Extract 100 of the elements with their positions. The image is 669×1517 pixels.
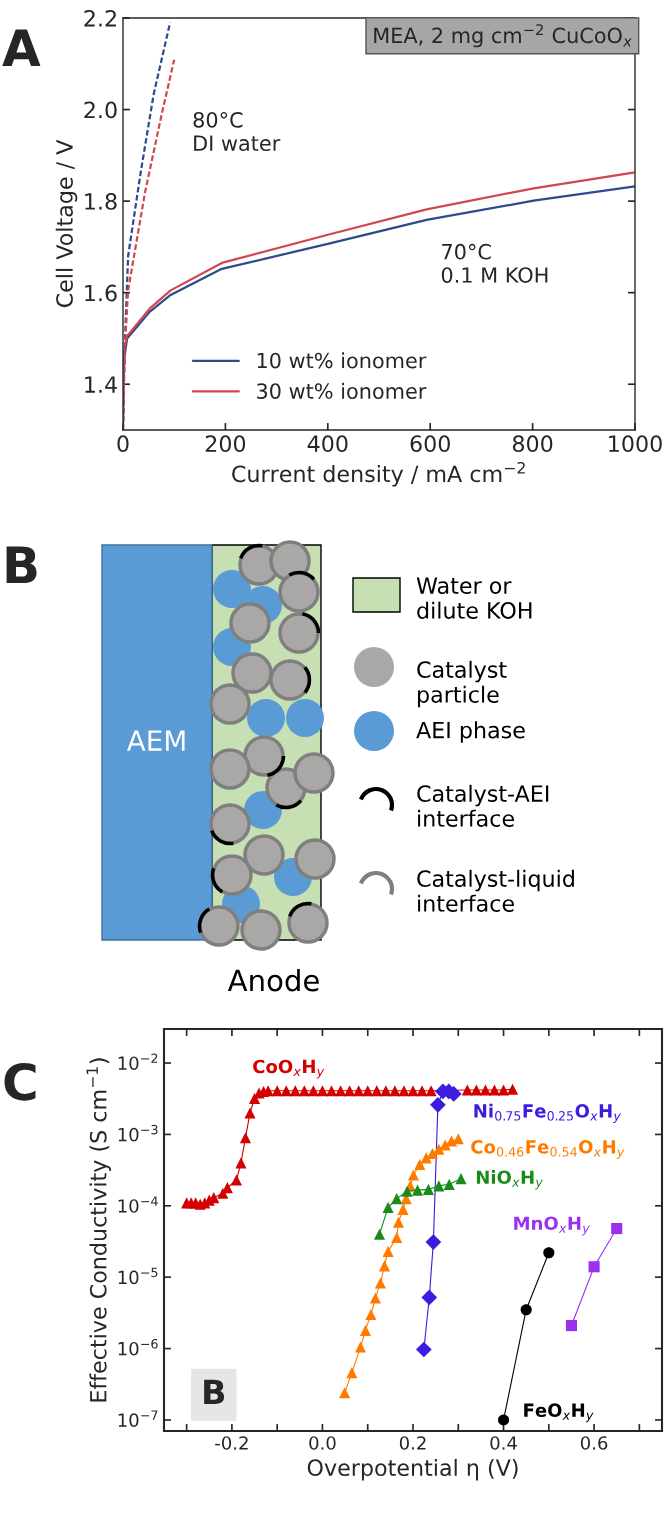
y-tick-label: 1.8 — [85, 193, 117, 210]
point — [421, 1289, 438, 1306]
point — [235, 1157, 247, 1169]
point — [407, 1169, 420, 1181]
point — [389, 1085, 401, 1097]
point — [298, 1085, 310, 1097]
point — [391, 1193, 403, 1205]
point — [271, 1085, 283, 1097]
point — [369, 1292, 381, 1304]
point — [346, 1367, 358, 1379]
point — [611, 1223, 623, 1235]
series-label: CoO$_{x}$H$_{y}$ — [253, 1059, 325, 1079]
x-tick-label: 1000 — [609, 435, 662, 453]
x-tick-label: 0.6 — [580, 1436, 608, 1450]
text: Water or dilute KOH — [416, 577, 532, 619]
x-tick-label: 800 — [512, 435, 553, 453]
point — [230, 1174, 242, 1186]
point — [373, 1228, 386, 1240]
text: Catalyst-liquid interface — [417, 869, 574, 912]
y-axis-title: Cell Voltage / V — [55, 139, 78, 308]
point — [344, 1085, 356, 1097]
annotation: 70°C 0.1 M KOH — [441, 243, 548, 283]
y-tick-label: 2.2 — [84, 9, 116, 27]
point — [461, 1084, 473, 1096]
point — [422, 1183, 434, 1195]
y-tick-label: 10$^{−2}$ — [118, 1053, 158, 1071]
point — [353, 1085, 365, 1097]
x-tick-label: 0 — [117, 435, 129, 453]
annotation: 80°C DI water — [193, 111, 281, 152]
point — [365, 1308, 377, 1321]
point — [488, 1084, 501, 1096]
point — [380, 1085, 392, 1097]
point — [382, 1245, 394, 1257]
series-label: FeO$_{x}$H$_{y}$ — [524, 1403, 594, 1423]
point — [497, 1414, 510, 1426]
text: Catalyst particle — [417, 660, 507, 708]
point — [411, 1184, 424, 1196]
y-tick-label: 10$^{−3}$ — [118, 1124, 158, 1142]
x-tick-label: 200 — [205, 435, 246, 453]
y-tick-label: 10$^{−4}$ — [118, 1196, 158, 1213]
text: Anode — [227, 968, 319, 992]
x-tick-label: -0.2 — [215, 1436, 248, 1450]
point — [392, 1216, 405, 1228]
annotation: MEA, 2 mg cm$^{−2}$ CuCoO$_{x}$ — [374, 24, 632, 48]
legend-label: 10 wt% ionomer — [257, 352, 427, 369]
point — [382, 1201, 394, 1213]
point — [397, 1203, 409, 1215]
point — [425, 1085, 437, 1097]
point — [433, 1143, 445, 1155]
point — [588, 1261, 600, 1273]
y-axis-title: Effective Conductivity (S cm$^{−1}$) — [86, 1058, 111, 1402]
point — [244, 1107, 256, 1119]
point — [374, 1277, 386, 1289]
point — [414, 1158, 426, 1170]
y-tick-label: 1.6 — [85, 284, 117, 302]
x-axis-title: Overpotential η (V) — [307, 1458, 518, 1481]
point — [339, 1387, 351, 1399]
legend-label: 30 wt% ionomer — [257, 382, 427, 399]
point — [416, 1085, 428, 1097]
point — [398, 1085, 410, 1097]
series-label: Ni$_{0.75}$Fe$_{0.25}$O$_{x}$H$_{y}$ — [474, 1103, 621, 1124]
text: Catalyst-AEI interface — [417, 784, 549, 827]
y-tick-label: 1.4 — [85, 376, 117, 393]
x-tick-label: 400 — [307, 435, 348, 453]
point — [316, 1085, 329, 1097]
point — [378, 1260, 391, 1272]
x-tick-label: 600 — [410, 435, 450, 453]
point — [479, 1084, 491, 1096]
series-label: NiO$_{x}$H$_{y}$ — [476, 1170, 543, 1190]
series-label: Co$_{0.46}$Fe$_{0.54}$O$_{x}$H$_{y}$ — [471, 1140, 625, 1160]
point — [401, 1185, 413, 1197]
point — [520, 1304, 532, 1316]
point — [407, 1085, 419, 1097]
y-tick-label: 10$^{−7}$ — [118, 1410, 158, 1427]
text: AEM — [126, 730, 185, 751]
annotation: B — [204, 1379, 225, 1405]
point — [391, 1231, 403, 1244]
y-tick-label: 10$^{−6}$ — [118, 1338, 158, 1356]
point — [420, 1152, 432, 1164]
point — [543, 1247, 555, 1259]
point — [354, 1341, 367, 1353]
point — [565, 1320, 578, 1332]
point — [307, 1085, 319, 1097]
point — [470, 1084, 482, 1096]
point — [455, 1173, 467, 1185]
x-tick-label: 0.2 — [399, 1436, 426, 1450]
point — [425, 1234, 442, 1250]
x-axis-title: Current density / mA cm$^{−2}$ — [232, 461, 525, 487]
y-tick-label: 2.0 — [84, 101, 117, 119]
point — [239, 1132, 252, 1144]
point — [359, 1324, 372, 1336]
x-tick-label: 0.0 — [309, 1436, 336, 1450]
point — [443, 1178, 455, 1190]
text: C — [4, 1062, 36, 1101]
y-tick-label: 10$^{−5}$ — [118, 1267, 158, 1285]
point — [497, 1084, 510, 1096]
chart-title: A — [2, 29, 41, 66]
x-tick-label: 0.4 — [490, 1436, 517, 1450]
text: AEI phase — [416, 721, 525, 743]
point — [325, 1085, 338, 1097]
